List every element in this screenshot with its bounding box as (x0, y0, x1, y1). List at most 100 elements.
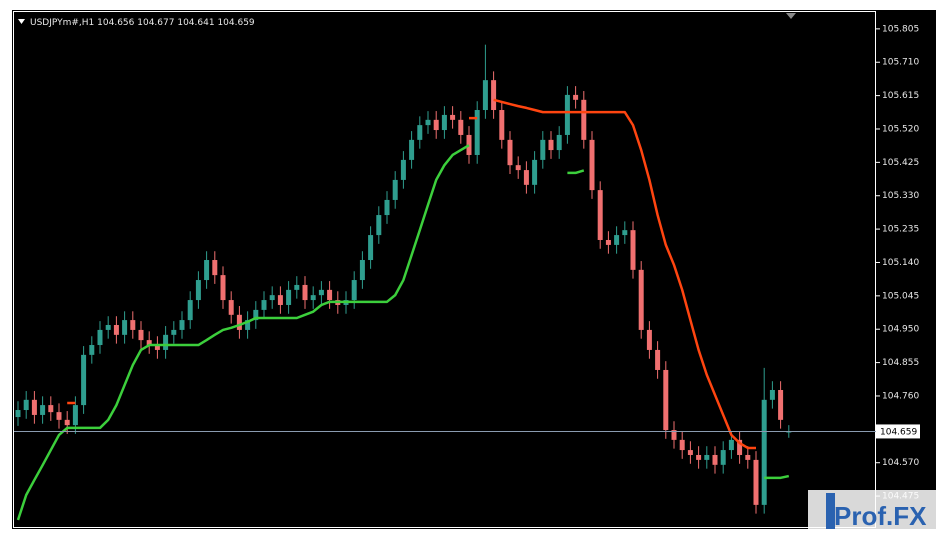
candle-body (138, 329, 144, 341)
candle-body (89, 345, 95, 355)
candle-body (786, 431, 792, 433)
candle-body (179, 320, 185, 330)
candle-body (122, 320, 128, 335)
symbol-menu-icon[interactable] (18, 19, 25, 24)
candle-body (187, 300, 193, 321)
y-tick-label: 104.570 (882, 458, 919, 468)
candle-body (655, 349, 661, 370)
candle-body (195, 280, 201, 301)
candle-body (646, 329, 652, 350)
candle-body (564, 94, 570, 135)
candle-body (318, 289, 324, 296)
candle-body (663, 369, 669, 431)
candle-body (671, 430, 677, 440)
last-price-label: 104.659 (880, 427, 917, 437)
candle-body (81, 354, 87, 406)
candle-body (433, 119, 439, 131)
candle-body (687, 450, 693, 455)
candle-body (540, 139, 546, 160)
candle-body (204, 260, 210, 281)
candle-body (556, 134, 562, 151)
indicator-line (16, 144, 790, 521)
last-low: 104.641 (177, 18, 214, 28)
candle-body (745, 454, 751, 460)
candle-body (48, 405, 54, 413)
candle-body (286, 289, 292, 305)
watermark-icon (826, 493, 835, 529)
candle-body (245, 320, 251, 330)
candle-body (113, 325, 119, 335)
y-tick-label: 104.760 (882, 391, 919, 401)
shift-marker (786, 13, 796, 19)
candle-body (327, 289, 333, 301)
candle-body (228, 300, 234, 315)
candle-body (294, 284, 300, 290)
candle-body (769, 389, 775, 400)
watermark: Prof.FX (834, 501, 927, 531)
candle-body (409, 139, 415, 160)
candle-body (56, 412, 62, 420)
candle-body (474, 110, 480, 155)
candle-body (515, 165, 521, 171)
candle-body (31, 399, 37, 415)
y-tick-label: 105.425 (882, 158, 919, 168)
candle-body (499, 110, 505, 140)
candle-body (154, 345, 160, 350)
candle-body (171, 329, 177, 335)
candle-body (236, 314, 242, 330)
candle-body (163, 334, 169, 350)
candle-body (761, 399, 767, 505)
candle-body (351, 280, 357, 301)
candle-body (253, 309, 259, 321)
y-tick-label: 105.140 (882, 258, 919, 268)
candle-body (220, 275, 226, 301)
candle-body (630, 230, 636, 270)
candle-body (581, 99, 587, 140)
candle-body (359, 260, 365, 281)
candle-body (23, 399, 29, 411)
candle-body (105, 325, 111, 330)
candle-body (130, 320, 136, 330)
candle-body (458, 119, 464, 135)
candle-body (97, 329, 103, 346)
plot-frame (13, 11, 876, 528)
candle-body (15, 410, 21, 418)
candle-body (778, 389, 784, 420)
candle-body (72, 405, 78, 426)
last-close: 104.659 (217, 18, 254, 28)
candle-body (466, 134, 472, 155)
y-tick-label: 105.615 (882, 91, 919, 101)
last-high: 104.677 (137, 18, 174, 28)
candle-body (450, 114, 456, 120)
candle-body (712, 454, 718, 465)
candle-body (491, 80, 497, 111)
candle-body (64, 419, 70, 426)
candle-body (523, 170, 529, 185)
candle-body (310, 295, 316, 301)
y-tick-label: 105.330 (882, 191, 919, 201)
candle-body (679, 439, 685, 451)
candle-body (441, 114, 447, 131)
candle-body (696, 454, 702, 460)
candle-body (417, 125, 423, 140)
candle-body (589, 139, 595, 191)
candle-body (605, 239, 611, 245)
indicator-line (67, 98, 756, 450)
candle-body (384, 199, 390, 216)
chart-background (12, 10, 936, 529)
candle-body (368, 235, 374, 261)
candle-body (302, 284, 308, 301)
candle-body (573, 94, 579, 100)
last-open: 104.656 (97, 18, 134, 28)
candle-body (146, 340, 152, 346)
symbol: USDJPYm#,H1 (30, 18, 94, 28)
candle-body (532, 159, 538, 185)
candle-body (622, 230, 628, 236)
y-tick-label: 105.235 (882, 225, 919, 235)
candle-body (277, 295, 283, 305)
candle-body (482, 80, 488, 111)
last-price-box (876, 424, 920, 439)
y-tick-label: 105.520 (882, 124, 919, 134)
candle-body (269, 295, 275, 301)
